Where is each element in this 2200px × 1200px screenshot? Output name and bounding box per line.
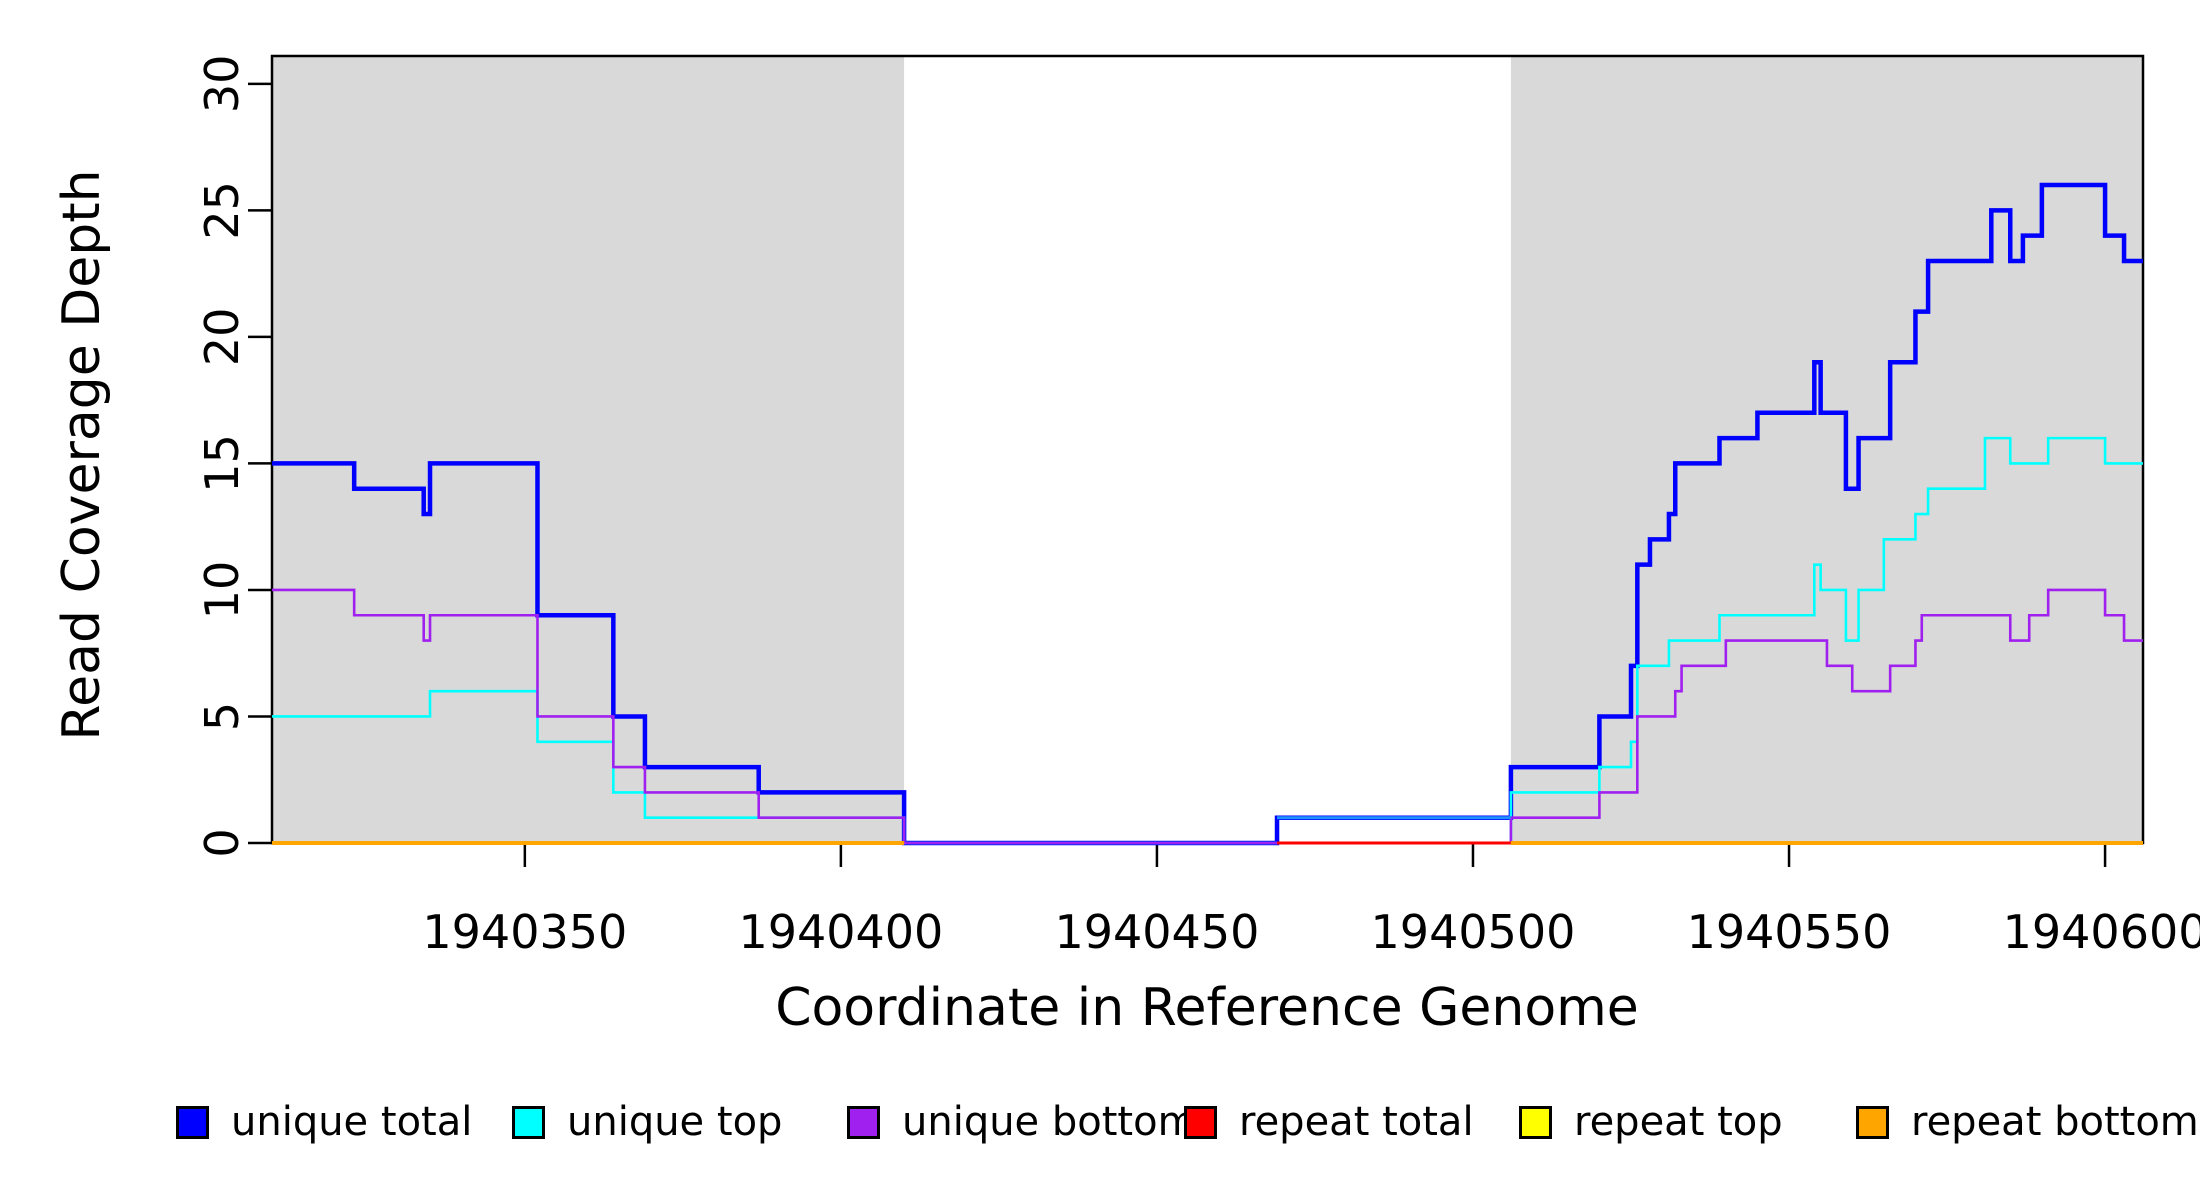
- right-shaded-region: [1510, 56, 2143, 843]
- y-tick-label: 25: [195, 181, 249, 240]
- legend-label: repeat total: [1239, 1099, 1474, 1145]
- legend-label: unique bottom: [902, 1099, 1197, 1145]
- legend-label: unique top: [567, 1099, 783, 1145]
- unique-total-swatch-icon: [176, 1105, 209, 1139]
- legend-item-repeat-top: repeat top: [1519, 1098, 1783, 1146]
- legend-item-unique-top: unique top: [512, 1098, 782, 1146]
- unique-top-swatch-icon: [512, 1105, 545, 1139]
- y-tick-label: 15: [195, 434, 249, 493]
- repeat-top-swatch-icon: [1519, 1105, 1552, 1139]
- y-tick-label: 0: [195, 828, 249, 857]
- legend-label: repeat bottom: [1911, 1099, 2199, 1145]
- x-axis-title: Coordinate in Reference Genome: [775, 978, 1639, 1038]
- legend-item-repeat-bottom: repeat bottom: [1856, 1098, 2199, 1146]
- legend-label: unique total: [231, 1099, 473, 1145]
- left-shaded-region: [272, 56, 905, 843]
- repeat-bottom-swatch-icon: [1856, 1105, 1889, 1139]
- x-tick-label: 1940550: [1687, 905, 1892, 959]
- y-axis-title: Read Coverage Depth: [52, 169, 112, 741]
- legend-label: repeat top: [1574, 1099, 1783, 1145]
- y-tick-label: 10: [195, 561, 249, 620]
- series-line-unique-total: [272, 182, 2143, 846]
- x-tick-label: 1940600: [2003, 905, 2200, 959]
- x-tick-label: 1940500: [1371, 905, 1576, 959]
- series-line-unique-bottom: [272, 588, 2143, 845]
- legend-item-unique-total: unique total: [176, 1098, 472, 1146]
- unique-bottom-swatch-icon: [847, 1105, 880, 1139]
- x-tick-label: 1940350: [422, 905, 627, 959]
- y-tick-label: 30: [195, 55, 249, 114]
- legend-item-repeat-total: repeat total: [1184, 1098, 1474, 1146]
- legend-item-unique-bottom: unique bottom: [847, 1098, 1197, 1146]
- y-tick-label: 20: [195, 308, 249, 367]
- repeat-total-swatch-icon: [1184, 1105, 1217, 1139]
- x-tick-label: 1940400: [738, 905, 943, 959]
- y-tick-label: 5: [195, 702, 249, 731]
- series-line-unique-top: [272, 436, 2143, 845]
- x-tick-label: 1940450: [1054, 905, 1259, 959]
